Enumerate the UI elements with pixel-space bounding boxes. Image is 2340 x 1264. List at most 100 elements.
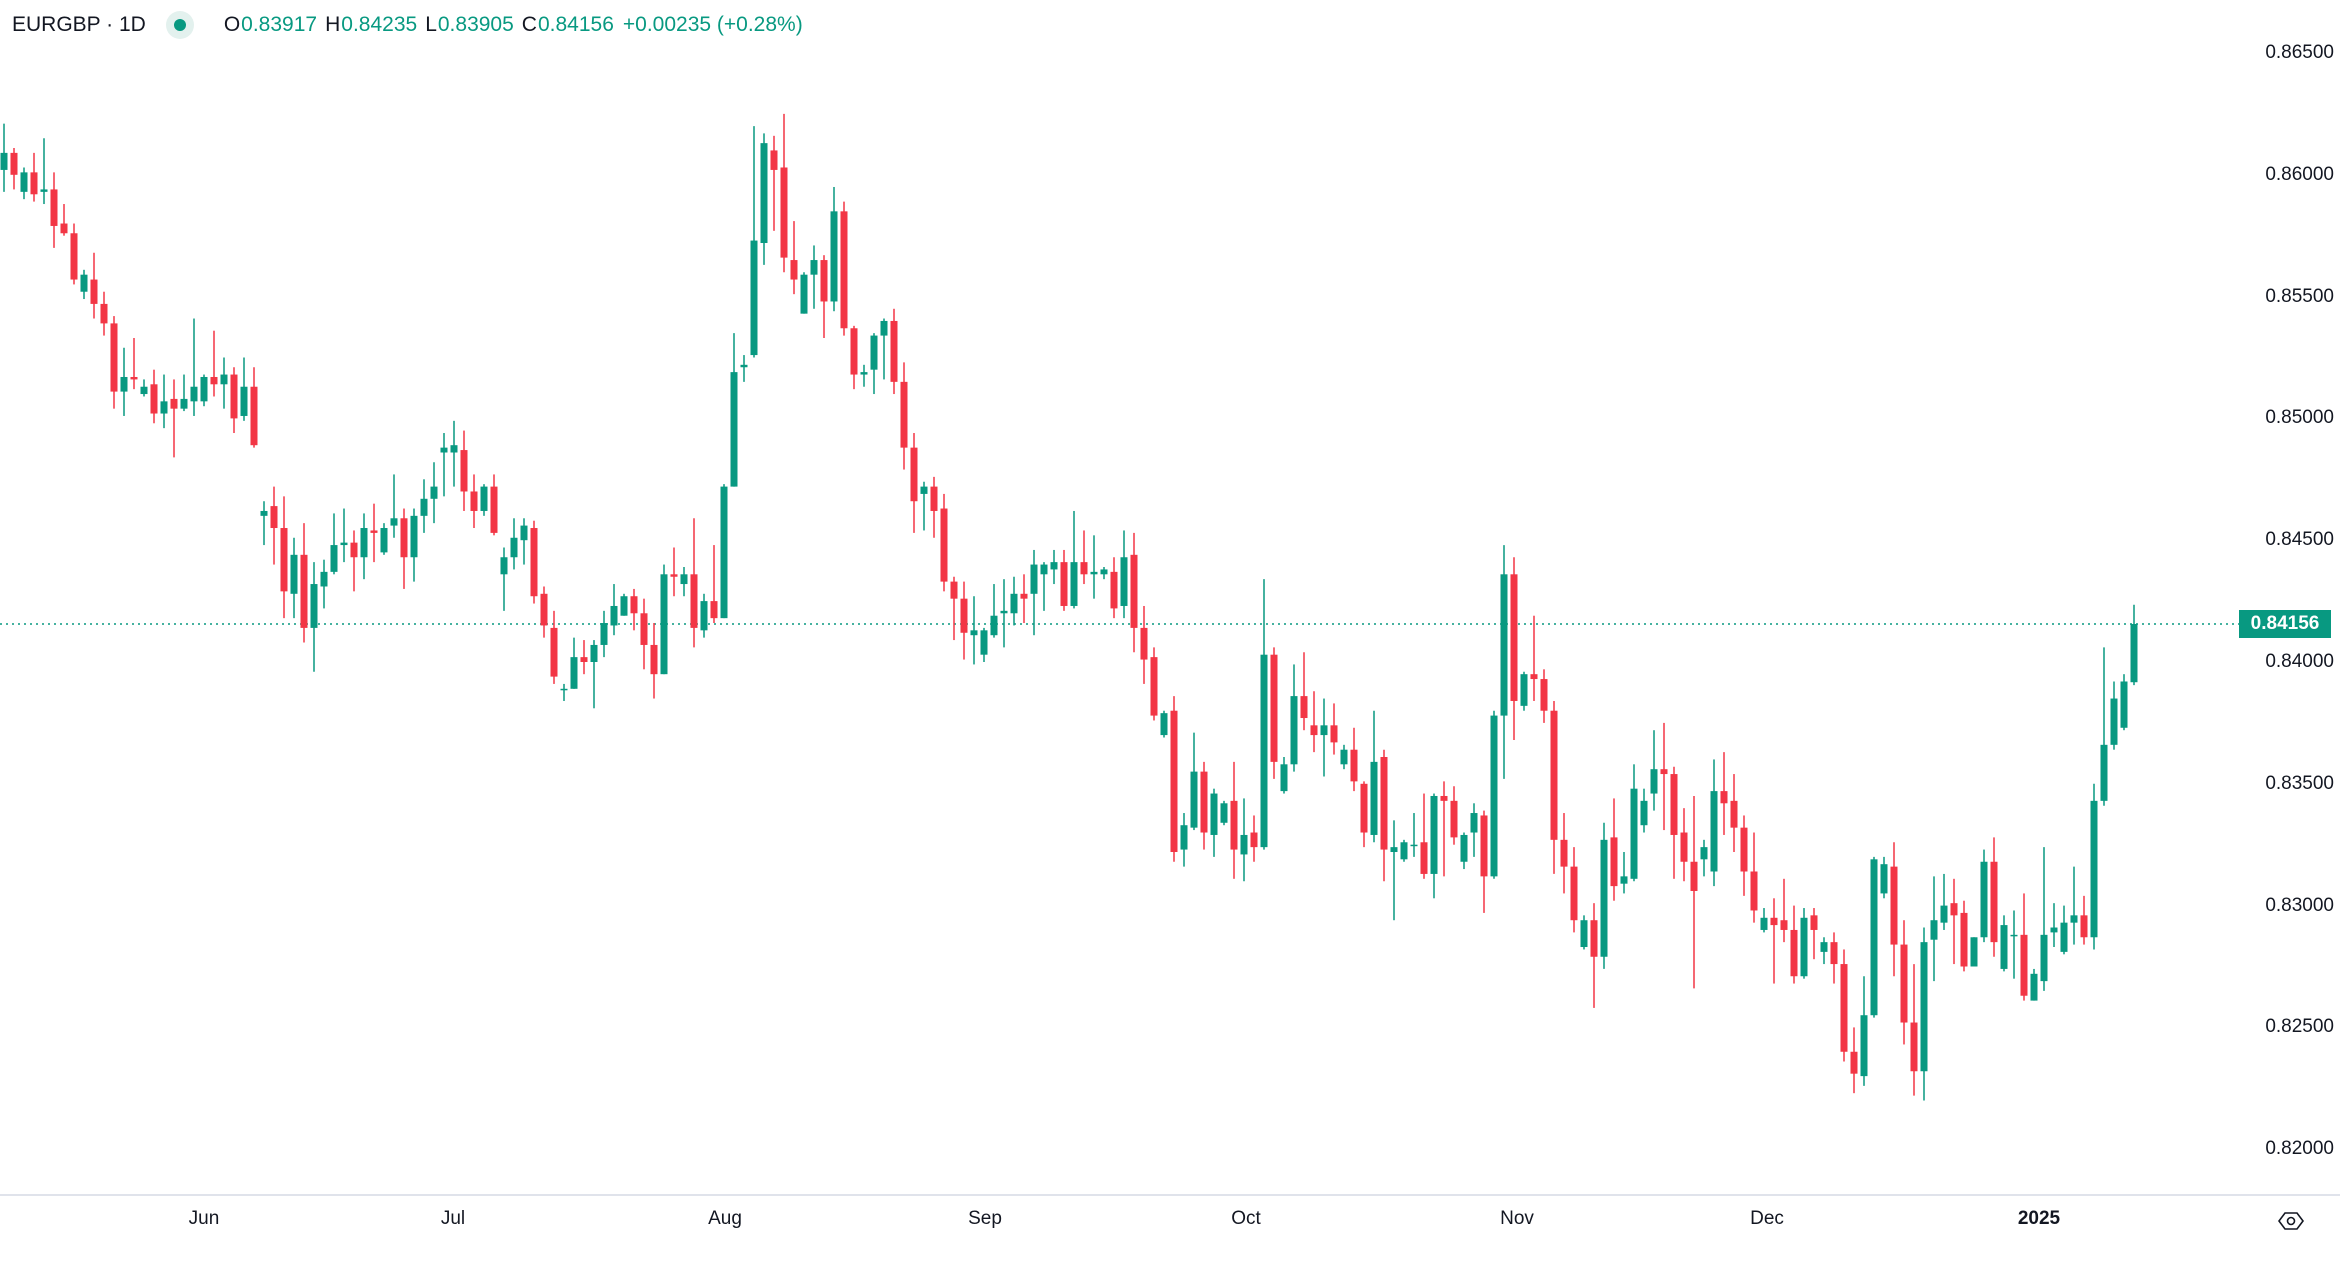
candle-body [1690,861,1698,891]
candle [1930,876,1938,982]
open-value: 0.83917 [241,13,318,36]
symbol-title[interactable]: EURGBP · 1D [12,13,146,36]
candle-body [2010,934,2018,937]
candle-body [620,596,628,616]
candle-body [1850,1051,1858,1074]
candle-body [960,598,968,633]
candle [1030,549,1038,636]
candle [1730,774,1738,853]
symbol-legend: EURGBP · 1D O 0.83917 H 0.84235 L 0.83905 C… [12,10,803,40]
candle [1010,576,1018,626]
candle [730,333,738,487]
low-key: L [425,13,437,36]
candle [2090,783,2098,950]
candle [580,640,588,675]
candle [1490,710,1498,879]
candle-body [330,545,338,572]
candle-body [1190,771,1198,828]
candle [1230,761,1238,879]
candle [620,593,628,616]
candle [2000,915,2008,972]
candle-body [1250,832,1258,848]
candle-body [1020,593,1028,599]
candle [530,520,538,604]
candle-body [1660,769,1668,775]
close-key: C [521,13,537,36]
candle [960,581,968,660]
candle-body [1000,610,1008,614]
candle-body [1970,937,1978,967]
candle [200,374,208,407]
candle [1900,920,1908,1045]
candle-body [710,601,718,619]
candle [1810,908,1818,960]
candle-body [80,274,88,292]
candle-body [1310,725,1318,736]
candle-body [2130,623,2138,683]
price-tick: 0.82500 [2265,1016,2334,1038]
candle [670,547,678,597]
candle-body [700,601,708,631]
candle [1200,761,1208,850]
last-price-label: 0.84156 [2239,609,2331,638]
candle [1970,937,1978,967]
candle-body [780,167,788,258]
candle [1920,927,1928,1101]
candle-body [1510,574,1518,701]
candle [650,623,658,699]
candle-body [460,450,468,492]
candle [1290,664,1298,772]
time-tick: Sep [968,1208,1002,1229]
candle-body [40,189,48,192]
candle-body [690,574,698,628]
price-tick: 0.86500 [2265,42,2334,63]
high-key: H [325,13,341,36]
candle-body [1860,1015,1868,1077]
candle-body [2020,934,2028,996]
candle [1680,808,1688,882]
candle [50,172,58,248]
candle [1980,849,1988,943]
time-axis[interactable]: Jun Jul Aug Sep Oct Nov Dec 2025 [0,1194,2242,1264]
candle-body [1530,674,1538,680]
candle-body [400,518,408,558]
candle [850,325,858,390]
time-tick: Nov [1500,1208,1534,1229]
price-tick: 0.85500 [2265,285,2334,307]
candle [230,367,238,434]
candle-body [830,211,838,302]
candle [390,474,398,538]
candle-body [230,374,238,419]
candle-body [1930,920,1938,940]
candle-body [730,372,738,487]
market-status[interactable] [165,11,194,39]
candle [1780,878,1788,943]
candle [1220,800,1228,826]
candle [820,255,828,339]
candle-body [520,525,528,541]
candle-body [170,398,178,409]
candle [1210,788,1218,857]
candle [1520,671,1528,711]
candle [550,610,558,684]
candle-body [10,152,18,175]
settings-icon[interactable] [2278,1208,2304,1234]
candle-body [450,445,458,453]
candle [1390,820,1398,921]
candle [1440,781,1448,877]
candle [1550,700,1558,874]
candle [1850,1027,1858,1094]
candle-body [370,530,378,533]
price-axis[interactable]: 0.86500 0.86000 0.85500 0.85000 0.84500 0.840… [2242,0,2340,1194]
candle-body [910,447,918,502]
candle-body [160,401,168,414]
candle [1400,839,1408,862]
candle-body [1230,800,1238,850]
candle [1040,562,1048,611]
candle [410,508,418,582]
candle-body [1980,861,1988,938]
candlestick-chart[interactable] [0,0,2242,1194]
candle-body [1370,761,1378,835]
candle [1460,832,1468,870]
candle [1430,793,1438,899]
